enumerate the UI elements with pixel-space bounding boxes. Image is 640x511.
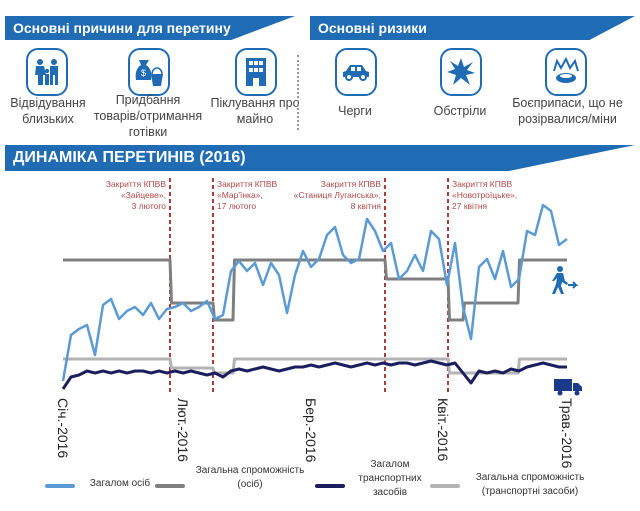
legend-label: Загалом транспортних засобів xyxy=(358,459,422,498)
reason-label-visiting: Відвідування близьких xyxy=(10,96,86,126)
building-icon xyxy=(235,48,277,96)
money-bag-bucket-icon: $ xyxy=(128,48,170,96)
risk-label-mines: Боєприпаси, що не розірвалися/міни xyxy=(512,96,623,126)
legend-label: Загалом осіб xyxy=(89,478,151,489)
closure-annotation-line: Закриття КПВВ xyxy=(452,179,513,189)
closure-annotation-line: 27 квітня xyxy=(452,201,488,211)
x-tick-label: Січ.-2016 xyxy=(55,398,71,459)
closure-annotation: Закриття КПВВ «Станиця Луганська», 8 квітн… xyxy=(271,179,381,212)
legend-swatch xyxy=(155,484,185,488)
mine-icon xyxy=(545,48,587,96)
legend-label: Загальна спроможність (транспортні засоб… xyxy=(475,472,585,497)
svg-text:$: $ xyxy=(141,68,146,78)
series-line-0 xyxy=(61,203,568,382)
pedestrian-icon xyxy=(552,266,579,294)
explosion-icon xyxy=(440,48,482,96)
closure-annotation-line: «Зайцеве», xyxy=(120,190,166,200)
car-icon xyxy=(335,48,377,96)
closure-annotation: Закриття КПВВ «Мар'їнка», 17 лютого xyxy=(217,179,327,212)
dynamics-header: ДИНАМІКА ПЕРЕТИНІВ (2016) xyxy=(5,145,635,171)
closure-annotation-line: Закриття КПВВ xyxy=(320,179,381,189)
closure-annotation-line: «Мар'їнка», xyxy=(217,190,263,200)
closure-annotation-line: Закриття КПВВ xyxy=(217,179,278,189)
closure-annotation: Закриття КПВВ «Новотроїцьке», 27 квітня xyxy=(452,179,562,212)
closure-annotation-line: «Станиця Луганська», xyxy=(293,190,381,200)
x-tick-label: Лют.-2016 xyxy=(175,398,191,462)
divider xyxy=(297,55,299,130)
legend-swatch xyxy=(45,484,75,488)
reasons-header: Основні причини для перетину xyxy=(5,16,295,40)
series-line-2 xyxy=(61,359,567,390)
family-icon xyxy=(26,48,68,96)
x-tick-label: Бер.-2016 xyxy=(303,398,319,463)
closure-annotation-line: 8 квітня xyxy=(350,201,381,211)
closure-annotation-line: Закриття КПВВ xyxy=(105,179,166,189)
reason-label-goods: Придбання товарів/отримання готівки xyxy=(93,93,203,139)
legend-swatch xyxy=(315,484,345,488)
closure-annotation-line: 3 лютого xyxy=(131,201,166,211)
risk-label-queues: Черги xyxy=(338,104,372,118)
risk-label-shelling: Обстріли xyxy=(433,104,487,118)
reason-label-property: Піклування про майно xyxy=(210,96,300,126)
x-tick-label: Квіт.-2016 xyxy=(435,398,451,462)
risks-header: Основні ризики xyxy=(310,16,635,40)
series-line-1 xyxy=(63,258,567,322)
closure-annotation: Закриття КПВВ «Зайцеве», 3 лютого xyxy=(56,179,166,212)
closure-annotation-line: «Новотроїцьке», xyxy=(452,190,518,200)
legend-swatch xyxy=(430,484,460,488)
closure-annotation-line: 17 лютого xyxy=(217,201,257,211)
x-tick-label: Трав.-2016 xyxy=(559,398,575,469)
truck-icon xyxy=(554,379,582,396)
legend-label: Загальна спроможність (осіб) xyxy=(195,465,305,490)
